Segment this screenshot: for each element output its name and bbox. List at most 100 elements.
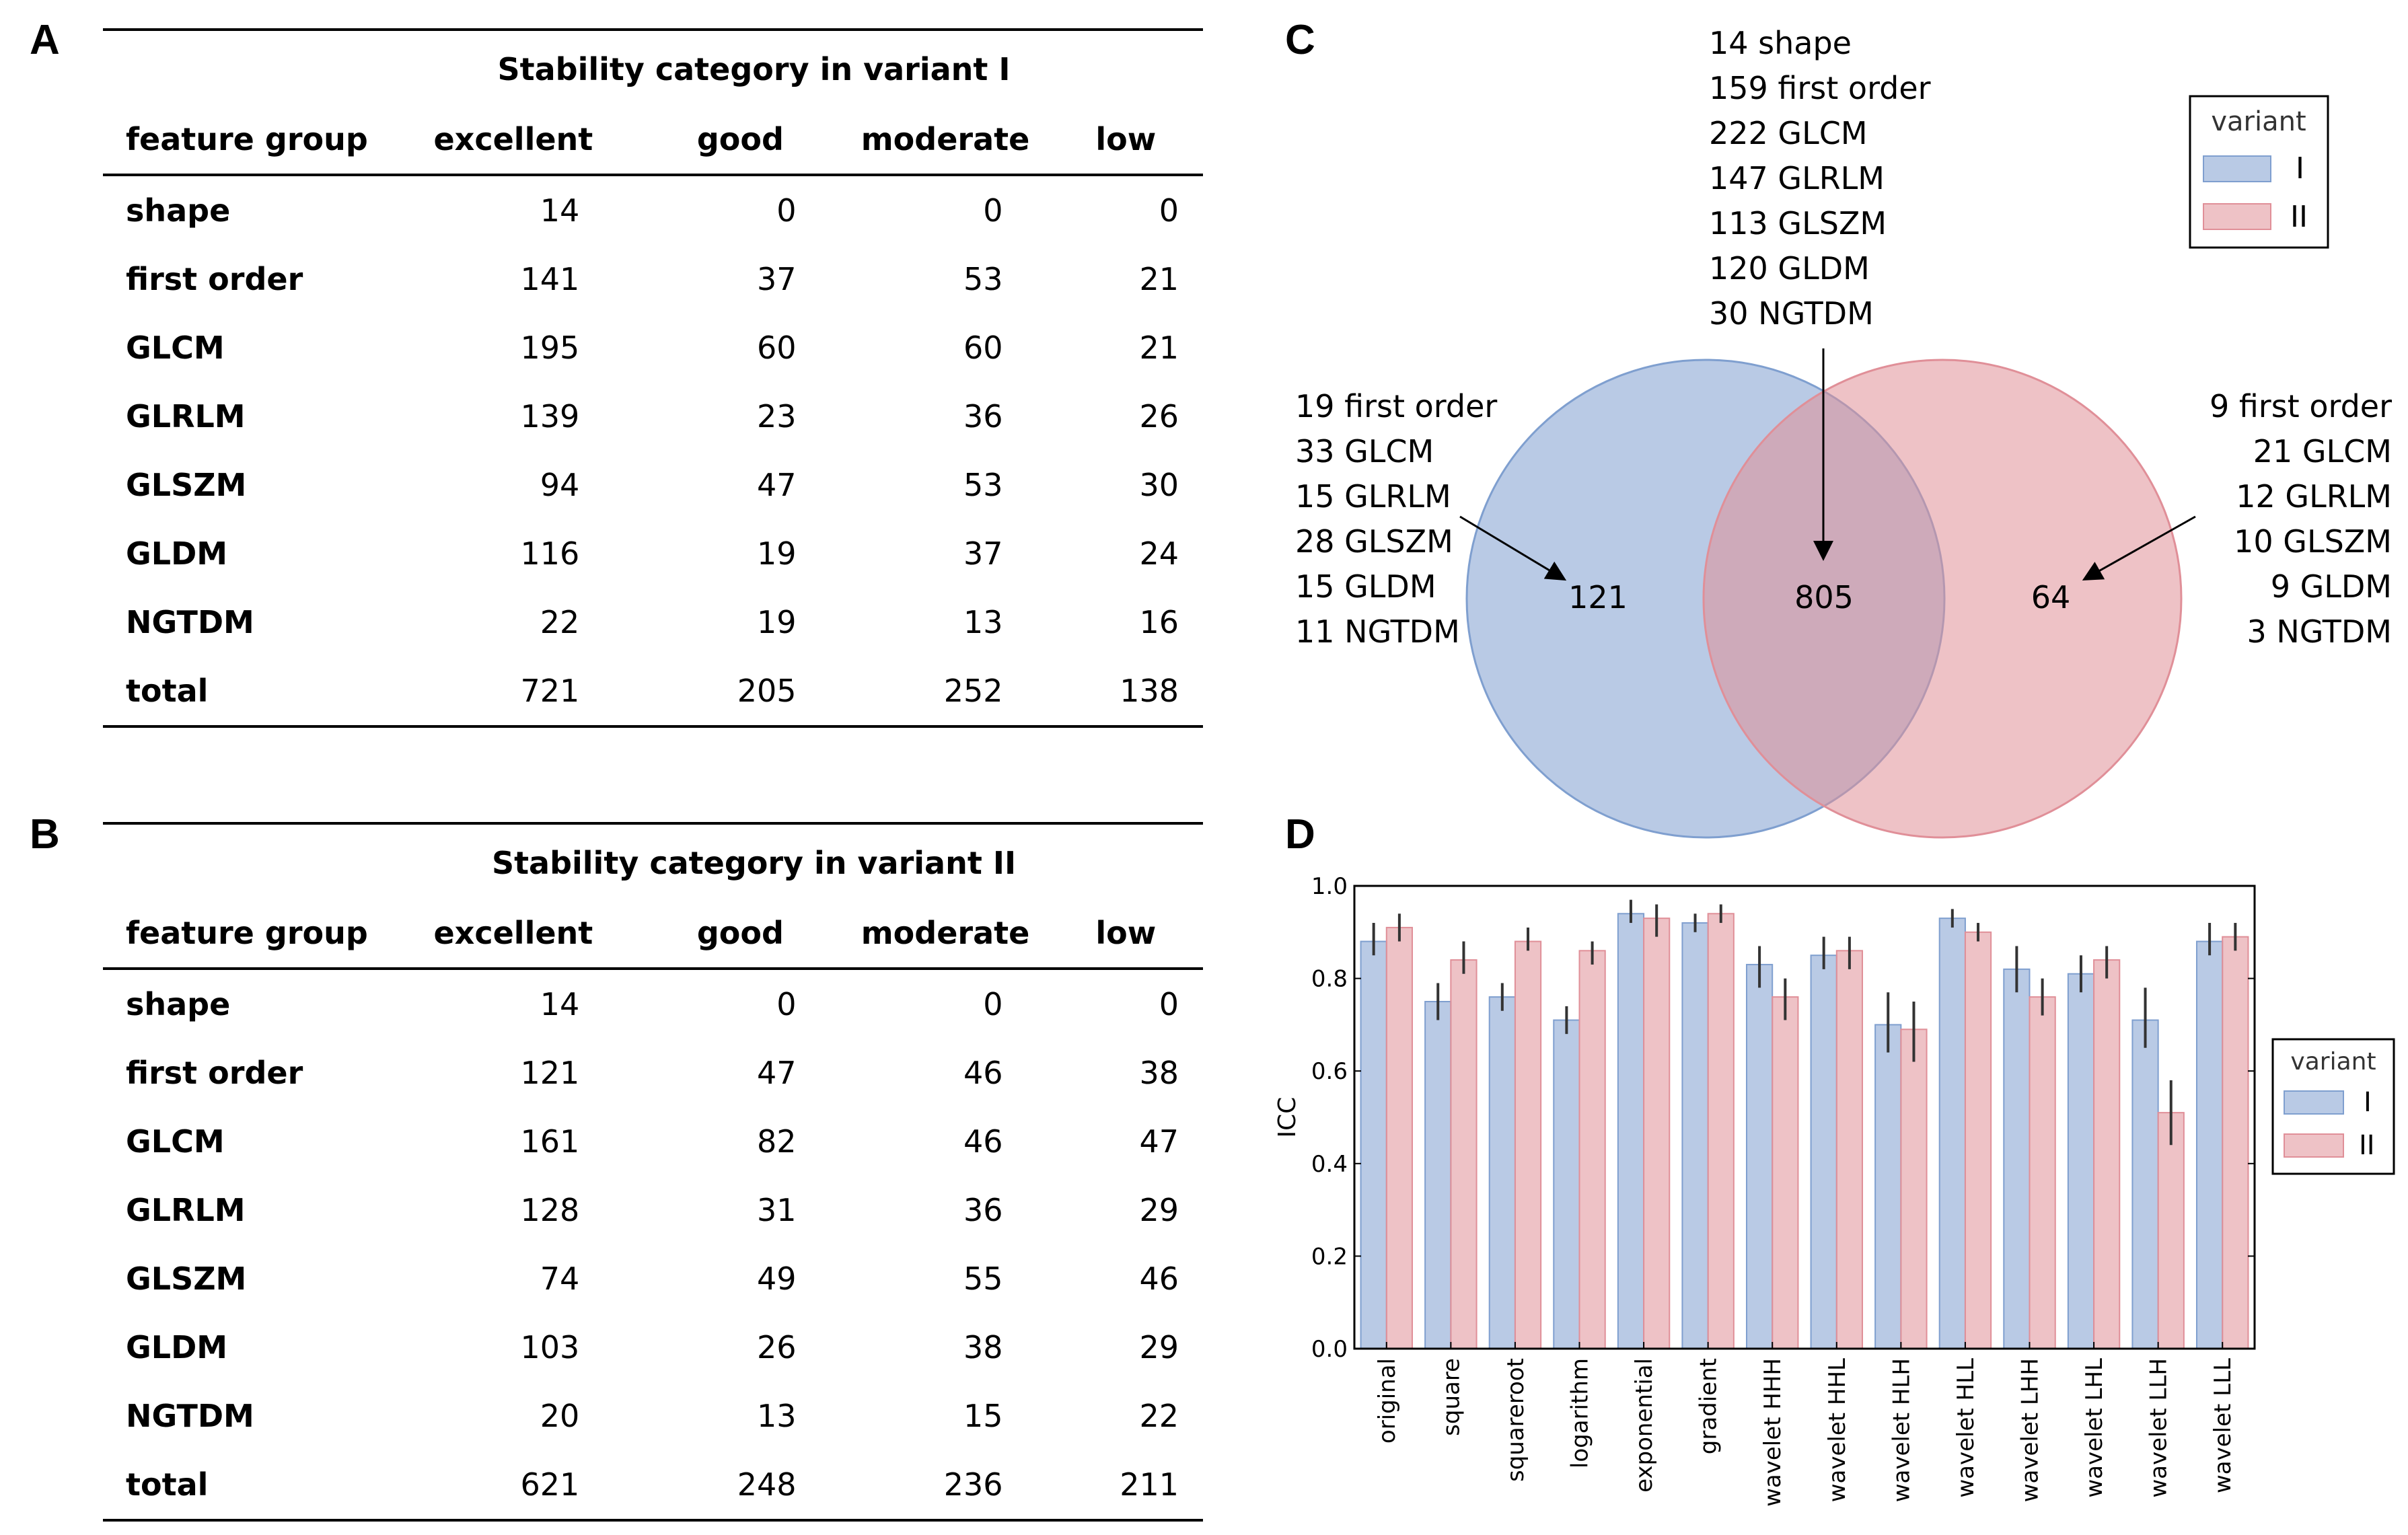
count-cell: 161 <box>520 1123 580 1160</box>
count-cell: 20 <box>540 1398 580 1434</box>
bar-II-7 <box>1835 950 1864 1349</box>
column-header: excellent <box>388 105 639 176</box>
legend-label-i: I <box>2296 151 2304 186</box>
feature-group-cell: total <box>103 1450 388 1522</box>
count-cell: 139 <box>520 398 580 435</box>
bar-II-1 <box>1450 959 1477 1349</box>
venn-breakdown-line: 11 NGTDM <box>1295 613 1460 650</box>
count-cell: 36 <box>963 1192 1003 1228</box>
bar-II-8 <box>1900 1028 1928 1350</box>
bar-I-11 <box>2067 973 2095 1349</box>
table-row: GLCM 195 60 60 21 <box>103 313 1203 382</box>
count-cell: 47 <box>1139 1123 1179 1160</box>
bar-II-6 <box>1772 996 1799 1349</box>
count-cell: 0 <box>983 192 1003 229</box>
column-header: good <box>639 105 842 176</box>
feature-group-cell: GLCM <box>126 330 225 366</box>
feature-group-cell: GLSZM <box>126 467 247 503</box>
count-cell: 195 <box>520 330 580 366</box>
venn-count-both: 805 <box>1794 579 1854 615</box>
bar-II-0 <box>1385 926 1414 1350</box>
bar-II-4 <box>1643 918 1671 1350</box>
chart-legend-label: II <box>2359 1130 2375 1161</box>
count-cell: 13 <box>756 1398 797 1434</box>
plot-frame <box>1353 885 2256 1350</box>
count-cell: 46 <box>963 1123 1003 1160</box>
x-tick-label: wavelet HLH <box>1888 1358 1915 1502</box>
count-cell: 236 <box>842 1450 1049 1522</box>
column-header: good <box>639 899 842 970</box>
panel-label-d: D <box>1285 811 1315 858</box>
column-header: low <box>1048 899 1203 970</box>
panel-label-b: B <box>30 811 60 858</box>
venn-count-only-i: 121 <box>1568 579 1628 615</box>
table-row: total 621 248 236 211 <box>103 1450 1203 1522</box>
bar-II-11 <box>2093 959 2121 1349</box>
count-cell: 116 <box>520 535 580 572</box>
count-cell: 621 <box>388 1450 639 1522</box>
bar-I-5 <box>1681 922 1709 1350</box>
count-cell: 29 <box>1139 1192 1179 1228</box>
venn-breakdown-line: 9 first order <box>2210 388 2392 424</box>
x-tick-label: wavelet HHH <box>1759 1358 1786 1507</box>
chart-legend-swatch <box>2284 1133 2344 1158</box>
feature-group-cell: first order <box>126 261 303 297</box>
column-header: feature group <box>103 105 388 176</box>
feature-group-cell: GLDM <box>126 1329 228 1365</box>
bar-I-8 <box>1874 1024 1902 1350</box>
chart-legend-title: variant <box>2290 1048 2376 1076</box>
table-row: NGTDM 22 19 13 16 <box>103 588 1203 657</box>
table-row: shape 14 0 0 0 <box>103 175 1203 245</box>
venn-breakdown-line: 28 GLSZM <box>1295 523 1453 560</box>
bar-I-4 <box>1617 913 1645 1349</box>
count-cell: 138 <box>1048 657 1203 728</box>
feature-group-cell: total <box>103 657 388 728</box>
x-tick-label: wavelet LHH <box>2017 1358 2044 1502</box>
count-cell: 14 <box>540 192 580 229</box>
x-tick-label: wavelet HHL <box>1824 1358 1851 1502</box>
bar-II-5 <box>1707 913 1735 1349</box>
count-cell: 16 <box>1139 604 1179 640</box>
venn-legend: variant I II <box>2189 95 2329 249</box>
count-cell: 38 <box>1139 1055 1179 1091</box>
arrow-only-i <box>1459 515 1567 581</box>
count-cell: 29 <box>1139 1329 1179 1365</box>
table-row: GLDM 116 19 37 24 <box>103 519 1203 588</box>
count-cell: 31 <box>756 1192 797 1228</box>
count-cell: 60 <box>756 330 797 366</box>
legend-swatch-ii <box>2203 203 2271 230</box>
count-cell: 19 <box>756 604 797 640</box>
venn-breakdown-line: 15 GLRLM <box>1295 478 1451 515</box>
chart-legend <box>2271 1038 2395 1175</box>
panel-label-c: C <box>1285 17 1315 63</box>
feature-group-cell: first order <box>126 1055 303 1091</box>
venn-breakdown-line: 30 NGTDM <box>1709 295 1874 332</box>
count-cell: 0 <box>776 986 797 1022</box>
count-cell: 53 <box>963 261 1003 297</box>
table-row: total 721 205 252 138 <box>103 657 1203 728</box>
count-cell: 128 <box>520 1192 580 1228</box>
bar-I-0 <box>1360 940 1387 1350</box>
y-tick-label: 0.2 <box>1311 1243 1348 1270</box>
y-tick-label: 0.8 <box>1311 966 1348 993</box>
count-cell: 21 <box>1139 330 1179 366</box>
table-row: GLRLM 139 23 36 26 <box>103 382 1203 451</box>
count-cell: 74 <box>540 1261 580 1297</box>
venn-count-only-ii: 64 <box>2031 579 2071 615</box>
count-cell: 94 <box>540 467 580 503</box>
count-cell: 26 <box>1139 398 1179 435</box>
venn-breakdown-line: 222 GLCM <box>1709 115 1868 151</box>
table-row: GLDM 103 26 38 29 <box>103 1313 1203 1382</box>
venn-circle-variant-ii <box>1702 359 2183 839</box>
feature-group-cell: GLRLM <box>126 398 246 435</box>
count-cell: 36 <box>963 398 1003 435</box>
legend-title: variant <box>2211 106 2306 137</box>
count-cell: 37 <box>756 261 797 297</box>
stability-table-variant-i: Stability category in variant I feature … <box>103 28 1203 728</box>
y-tick-label: 1.0 <box>1311 873 1348 900</box>
feature-group-cell: NGTDM <box>126 1398 254 1434</box>
count-cell: 211 <box>1048 1450 1203 1522</box>
table-row: GLCM 161 82 46 47 <box>103 1107 1203 1176</box>
bar-I-7 <box>1810 954 1837 1349</box>
arrow-only-ii <box>2082 515 2196 581</box>
